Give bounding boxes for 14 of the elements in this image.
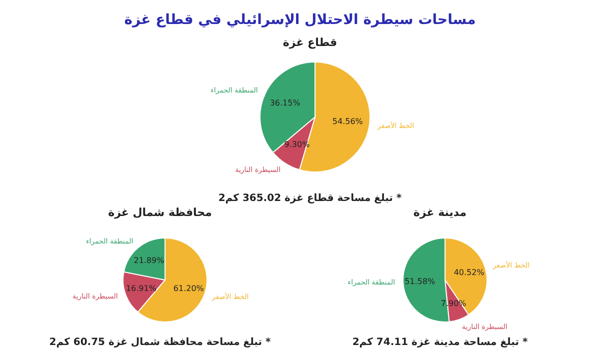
data-label: 54.56% bbox=[332, 117, 364, 126]
chart-title: مساحات سيطرة الاحتلال الإسرائيلي في قطاع غزة bbox=[123, 12, 477, 28]
data-label: 51.58% bbox=[404, 276, 436, 286]
text: * تبلغ مساحة مدينة غزة 74.11 كم2 bbox=[351, 337, 529, 348]
data-label: 21.89% bbox=[134, 256, 165, 266]
data-label: 16.91% bbox=[126, 284, 157, 293]
data-label: 61.20% bbox=[173, 284, 204, 294]
chart-subtitle: قطاع غزة bbox=[282, 36, 338, 49]
text: * تبلغ مساحة محافظة شمال غزة 60.75 كم2 bbox=[48, 337, 272, 348]
text: * تبلغ مساحة قطاع غزة 365.02 كم2 bbox=[217, 193, 403, 204]
chart-title: محافظة شمال غزة bbox=[107, 206, 213, 219]
chart-title: مدينة غزة bbox=[412, 206, 468, 219]
data-label: 36.15% bbox=[270, 98, 301, 108]
data-label: 40.52% bbox=[454, 268, 485, 278]
